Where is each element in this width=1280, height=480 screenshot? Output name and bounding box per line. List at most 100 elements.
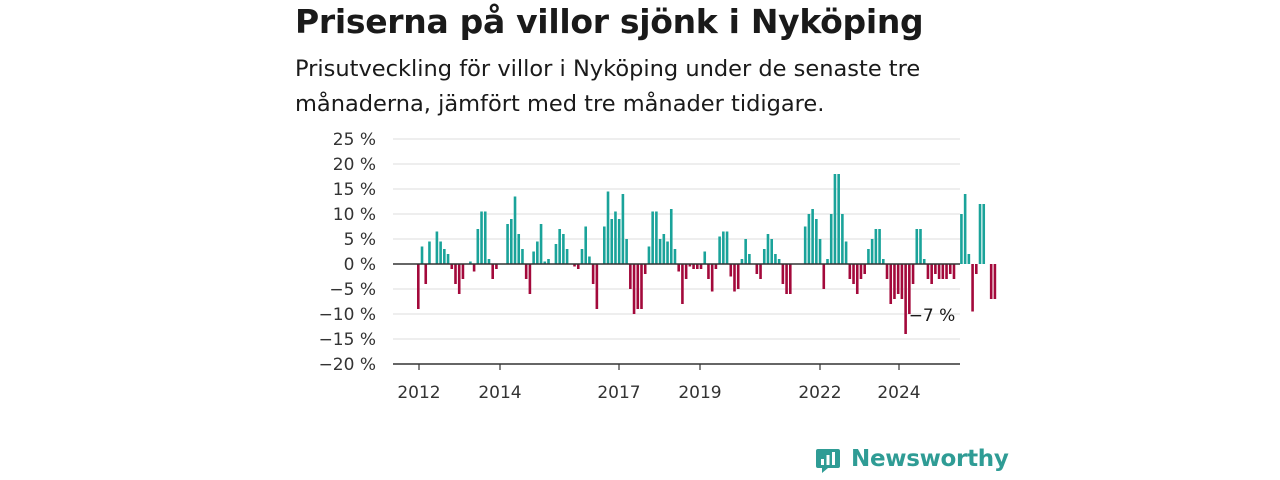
bar — [591, 264, 595, 284]
bar — [744, 239, 747, 264]
bar — [863, 264, 866, 274]
bar — [896, 264, 900, 294]
bar — [774, 254, 777, 264]
bar — [971, 264, 974, 312]
bar — [669, 209, 673, 264]
bar — [919, 229, 922, 264]
bar — [558, 229, 561, 264]
bar — [922, 259, 926, 264]
bar — [908, 264, 911, 314]
bar — [513, 196, 517, 264]
bar — [911, 264, 915, 284]
bar — [867, 249, 870, 264]
bar — [878, 229, 881, 264]
x-tick-label: 2012 — [397, 383, 440, 403]
bar — [446, 254, 450, 264]
bar — [658, 239, 662, 264]
bar — [841, 214, 844, 264]
bar — [904, 264, 907, 334]
bar — [439, 241, 442, 264]
bar — [789, 264, 792, 294]
bars — [417, 174, 997, 334]
bar — [625, 239, 628, 264]
bar — [822, 264, 826, 289]
x-tick-label: 2019 — [678, 383, 721, 403]
bar — [636, 264, 640, 309]
bar — [428, 241, 431, 264]
bar — [885, 264, 889, 279]
bar — [948, 264, 952, 274]
bar — [662, 234, 666, 264]
bar — [829, 214, 833, 264]
bar — [532, 251, 535, 264]
bar — [521, 249, 524, 264]
bar — [580, 249, 584, 264]
bar — [528, 264, 532, 294]
bar — [595, 264, 599, 309]
bar — [852, 264, 855, 284]
bar — [677, 264, 680, 272]
bar — [684, 264, 688, 279]
bar — [733, 264, 736, 292]
bar — [718, 236, 721, 264]
bar — [614, 211, 617, 264]
annotation: −7 % — [909, 306, 956, 326]
bar — [815, 219, 818, 264]
bar — [722, 231, 725, 264]
bar — [937, 264, 941, 279]
bar — [606, 191, 610, 264]
bar — [673, 249, 677, 264]
bar — [945, 264, 948, 279]
bar — [699, 264, 703, 269]
bar — [982, 204, 986, 264]
x-tick-label: 2017 — [597, 383, 640, 403]
bar — [543, 261, 547, 264]
y-tick-label: 5 % — [344, 230, 376, 250]
bar — [889, 264, 893, 304]
bar — [941, 264, 945, 279]
bar — [491, 264, 494, 279]
bar — [472, 264, 476, 272]
y-axis-labels: 25 % 20 % 15 % 10 % 5 % 0 % −5 % −10 % −15 % −20 … — [319, 130, 376, 375]
bar — [621, 194, 625, 264]
bar — [989, 264, 993, 299]
bar — [655, 211, 658, 264]
bar — [476, 229, 480, 264]
bar — [517, 234, 521, 264]
bar — [837, 174, 840, 264]
bar — [893, 264, 896, 299]
bar — [666, 241, 669, 264]
bar — [975, 264, 978, 274]
bar — [811, 209, 814, 264]
bar — [565, 249, 569, 264]
bar — [993, 264, 997, 299]
bar — [818, 239, 822, 264]
chart-title: Priserna på villor sjönk i Nyköping — [295, 2, 924, 41]
bar — [729, 264, 733, 277]
bar — [483, 211, 487, 264]
bar — [469, 261, 472, 264]
bar — [576, 264, 580, 269]
y-tick-label: 20 % — [333, 155, 376, 175]
bar — [539, 224, 543, 264]
bar — [643, 264, 647, 274]
bar — [510, 219, 513, 264]
bar — [844, 241, 848, 264]
y-tick-label: 10 % — [333, 205, 376, 225]
bar — [692, 264, 695, 269]
bar — [882, 259, 885, 264]
bar — [506, 224, 509, 264]
bar — [770, 239, 773, 264]
bar — [536, 241, 539, 264]
bar — [647, 246, 651, 264]
bar — [926, 264, 930, 279]
bar — [762, 249, 766, 264]
bar — [495, 264, 498, 269]
bar — [688, 264, 692, 267]
bar — [417, 264, 420, 309]
bar — [766, 234, 770, 264]
bar — [524, 264, 528, 279]
bar — [610, 219, 614, 264]
y-tick-label: 25 % — [333, 130, 376, 150]
bar — [435, 231, 439, 264]
